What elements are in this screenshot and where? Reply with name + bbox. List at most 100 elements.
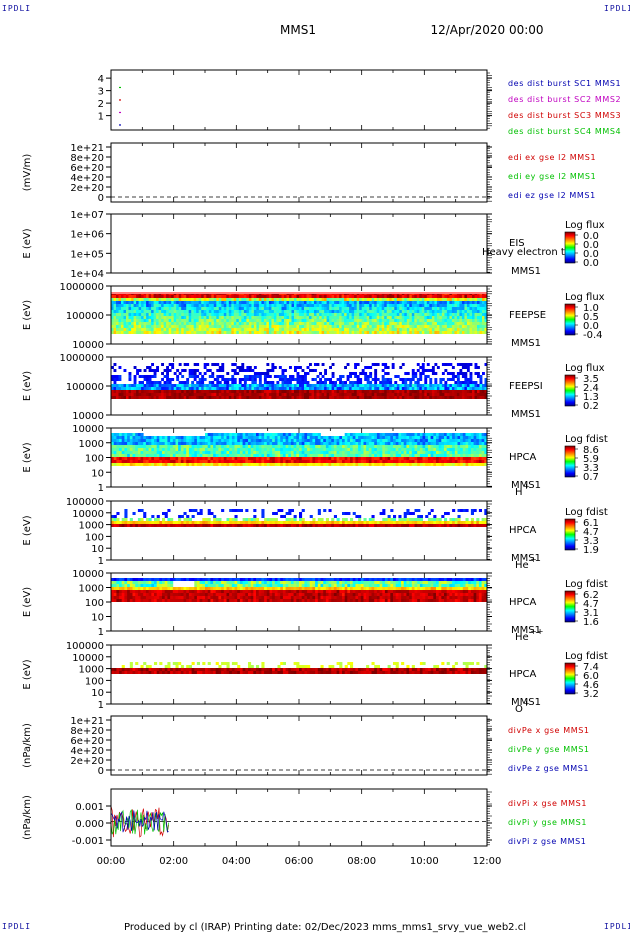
spectrogram-cell bbox=[271, 322, 275, 325]
spectrogram-cell bbox=[206, 307, 210, 310]
spectrogram-cell bbox=[339, 328, 342, 331]
spectrogram-cell bbox=[261, 298, 265, 301]
colorbar-tick-label: 0.2 bbox=[583, 401, 599, 412]
spectrogram-cell bbox=[321, 393, 325, 396]
spectrogram-cell bbox=[356, 387, 360, 390]
spectrogram-cell bbox=[406, 454, 410, 457]
spectrogram-cell bbox=[416, 322, 420, 325]
spectrogram-cell bbox=[178, 457, 182, 460]
spectrogram-cell bbox=[143, 460, 147, 463]
spectrogram-cell bbox=[173, 322, 177, 325]
spectrogram-cell bbox=[208, 387, 212, 390]
spectrogram-cell bbox=[274, 439, 278, 442]
spectrogram-cell bbox=[162, 460, 166, 463]
spectrogram-cell bbox=[459, 322, 463, 325]
spectrogram-cell bbox=[306, 393, 310, 396]
spectrogram-cell bbox=[277, 442, 281, 445]
spectrogram-cell bbox=[424, 319, 428, 322]
spectrogram-cell bbox=[299, 433, 303, 436]
spectrogram-cell bbox=[398, 448, 402, 451]
spectrogram-cell bbox=[331, 298, 335, 301]
spectrogram-cell bbox=[215, 445, 219, 448]
spectrogram-cell bbox=[469, 295, 473, 298]
spectrogram-cell bbox=[366, 304, 370, 307]
spectrogram-cell bbox=[145, 454, 149, 457]
spectrogram-cell bbox=[121, 316, 124, 319]
spectrogram-cell bbox=[181, 313, 185, 316]
spectrogram-cell bbox=[218, 298, 222, 301]
spectrogram-cell bbox=[199, 448, 203, 451]
spectrogram-cell bbox=[416, 381, 420, 384]
spectrogram-cell bbox=[459, 295, 463, 298]
spectrogram-cell bbox=[323, 463, 327, 466]
spectrogram-cell bbox=[137, 454, 141, 457]
spectrogram-cell bbox=[356, 319, 360, 322]
spectrogram-cell bbox=[163, 387, 167, 390]
spectrogram-cell bbox=[319, 384, 322, 387]
spectrogram-cell bbox=[331, 451, 335, 454]
spectrogram-cell bbox=[148, 366, 152, 369]
spectrogram-cell bbox=[250, 451, 254, 454]
spectrogram-cell bbox=[145, 445, 149, 448]
spectrogram-cell bbox=[484, 310, 488, 313]
spectrogram-cell bbox=[441, 396, 445, 399]
spectrogram-cell bbox=[426, 331, 430, 334]
spectrogram-cell bbox=[319, 396, 322, 399]
spectrogram-cell bbox=[239, 448, 243, 451]
spectrogram-cell bbox=[231, 393, 235, 396]
spectrogram-cell bbox=[213, 331, 217, 334]
spectrogram-cell bbox=[359, 298, 363, 301]
spectrogram-cell bbox=[151, 439, 155, 442]
spectrogram-cell bbox=[406, 396, 410, 399]
spectrogram-cell bbox=[366, 451, 370, 454]
spectrogram-cell bbox=[344, 451, 348, 454]
spectrogram-cell bbox=[366, 375, 370, 378]
spectrogram-cell bbox=[361, 322, 365, 325]
spectrogram-cell bbox=[307, 448, 311, 451]
spectrogram-cell bbox=[354, 372, 357, 375]
spectrogram-cell bbox=[474, 316, 478, 319]
spectrogram-cell bbox=[401, 325, 405, 328]
spectrogram-cell bbox=[454, 381, 458, 384]
spectrogram-cell bbox=[329, 393, 332, 396]
spectrogram-cell bbox=[256, 390, 260, 393]
spectrogram-cell bbox=[216, 313, 220, 316]
spectrogram-cell bbox=[424, 313, 428, 316]
spectrogram-cell bbox=[213, 363, 217, 366]
spectrogram-cell bbox=[454, 298, 458, 301]
spectrogram-cell bbox=[211, 384, 215, 387]
spectrogram-cell bbox=[406, 322, 410, 325]
spectrogram-cell bbox=[414, 307, 418, 310]
spectrogram-cell bbox=[285, 436, 289, 439]
spectrogram-cell bbox=[444, 310, 448, 313]
spectrogram-cell bbox=[356, 331, 360, 334]
spectrogram-cell bbox=[158, 319, 162, 322]
spectrogram-cell bbox=[188, 460, 192, 463]
spectrogram-cell bbox=[173, 325, 177, 328]
spectrogram-cell bbox=[234, 463, 238, 466]
spectrogram-cell bbox=[479, 375, 483, 378]
spectrogram-cell bbox=[451, 387, 455, 390]
spectrogram-cell bbox=[206, 319, 210, 322]
spectrogram-cell bbox=[411, 387, 415, 390]
spectrogram-cell bbox=[256, 387, 260, 390]
spectrogram-cell bbox=[356, 310, 360, 313]
spectrogram-cell bbox=[449, 384, 453, 387]
spectrogram-cell bbox=[228, 322, 232, 325]
spectrogram-cell bbox=[193, 328, 197, 331]
spectrogram-cell bbox=[409, 313, 413, 316]
spectrogram-cell bbox=[236, 387, 240, 390]
spectrogram-cell bbox=[334, 331, 337, 334]
spectrogram-cell bbox=[325, 454, 329, 457]
spectrogram-cell bbox=[121, 448, 125, 451]
spectrogram-cell bbox=[245, 451, 249, 454]
spectrogram-cell bbox=[409, 442, 413, 445]
spectrogram-cell bbox=[390, 454, 394, 457]
spectrogram-cell bbox=[137, 445, 141, 448]
spectrogram-cell bbox=[242, 439, 246, 442]
spectrogram-cell bbox=[194, 442, 198, 445]
spectrogram-cell bbox=[459, 384, 463, 387]
spectrogram-cell bbox=[394, 307, 398, 310]
spectrogram-cell bbox=[368, 433, 372, 436]
spectrogram-cell bbox=[472, 387, 475, 390]
